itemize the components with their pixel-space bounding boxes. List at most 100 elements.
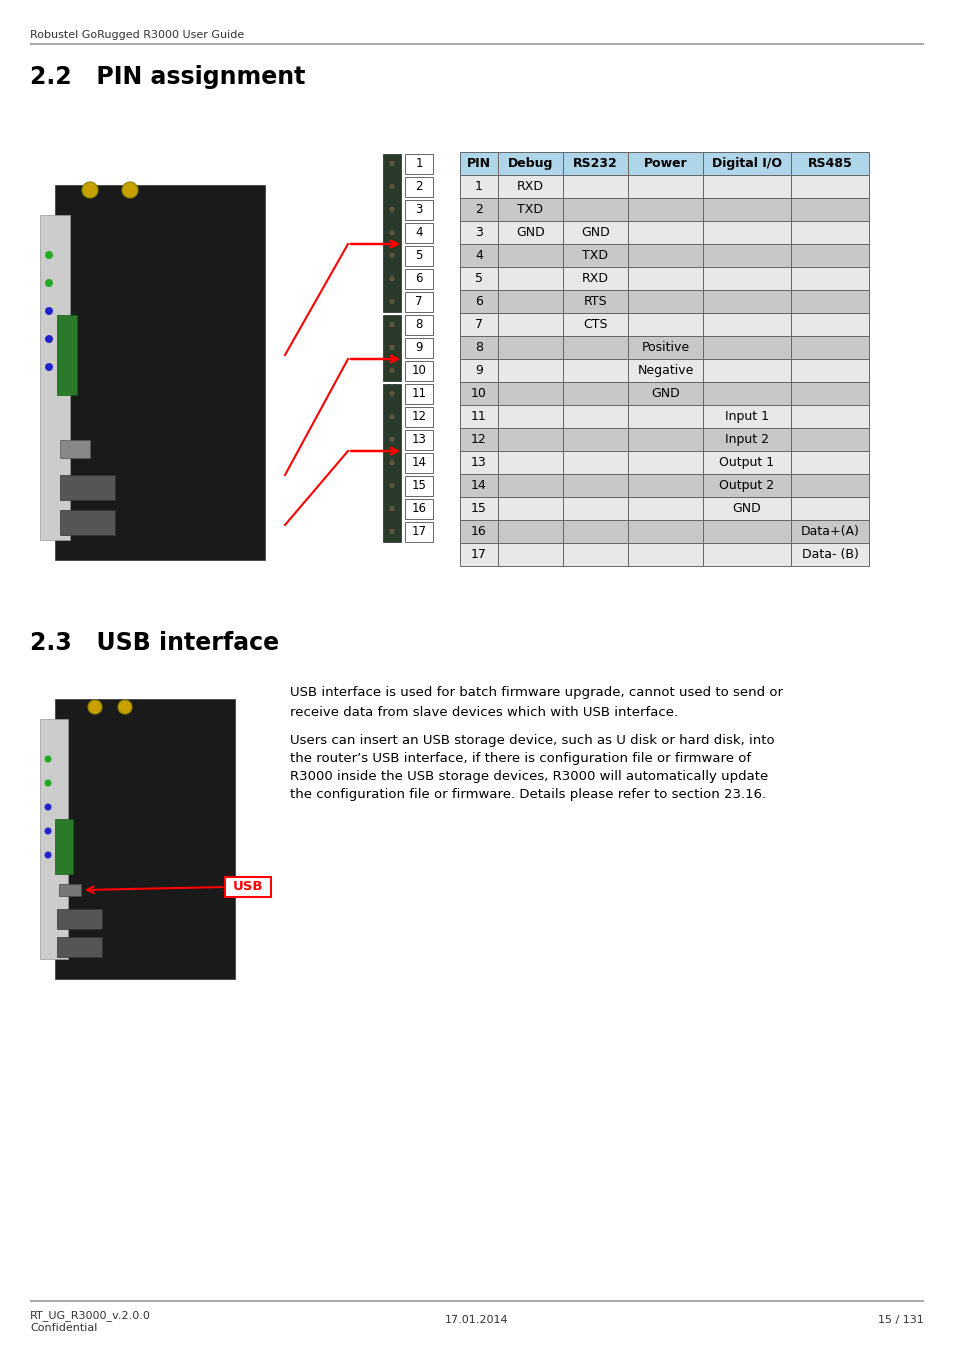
Text: 2.3   USB interface: 2.3 USB interface [30,630,279,655]
Circle shape [389,413,395,420]
Bar [405,292,433,312]
Bar [497,198,562,221]
Circle shape [118,701,132,714]
Bar [627,474,702,497]
Bar [459,336,497,359]
Text: RT_UG_R3000_v.2.0.0: RT_UG_R3000_v.2.0.0 [30,1310,151,1320]
Text: R3000 inside the USB storage devices, R3000 will automatically update: R3000 inside the USB storage devices, R3… [290,769,767,783]
Bar [405,315,433,335]
Bar [459,290,497,313]
Bar [497,382,562,405]
Text: 11: 11 [471,410,486,423]
Bar [497,313,562,336]
Text: the router’s USB interface, if there is configuration file or firmware of: the router’s USB interface, if there is … [290,752,750,765]
Text: 5: 5 [475,271,482,285]
Text: Input 2: Input 2 [724,433,768,446]
Bar [405,383,433,404]
Text: 1: 1 [415,157,422,170]
Circle shape [45,828,51,834]
Bar [30,43,923,45]
Text: 6: 6 [475,296,482,308]
Bar [562,221,627,244]
Text: Negative: Negative [637,364,693,377]
Text: USB interface is used for batch firmware upgrade, cannot used to send or: USB interface is used for batch firmware… [290,686,782,699]
Bar [497,153,562,176]
Text: RXD: RXD [581,271,608,285]
Bar [562,244,627,267]
Bar [35,155,294,570]
Text: 6: 6 [415,271,422,285]
Text: 2.2   PIN assignment: 2.2 PIN assignment [30,65,305,89]
Bar [702,336,790,359]
Bar [562,382,627,405]
Circle shape [45,306,53,315]
Text: 17: 17 [411,525,426,539]
Circle shape [389,482,395,489]
Circle shape [389,505,395,512]
Bar [459,497,497,520]
Bar [627,198,702,221]
Bar [459,543,497,566]
Text: RS485: RS485 [807,157,851,170]
Bar [459,451,497,474]
Text: Data- (B): Data- (B) [801,548,858,562]
Circle shape [389,344,395,351]
Text: 3: 3 [415,202,422,216]
Bar [497,267,562,290]
Text: 12: 12 [471,433,486,446]
Bar [40,215,70,540]
Bar [702,153,790,176]
Bar [562,267,627,290]
Text: 12: 12 [411,410,426,423]
Bar [405,338,433,358]
Bar [702,198,790,221]
Bar [562,290,627,313]
Bar [405,360,433,381]
Text: receive data from slave devices which with USB interface.: receive data from slave devices which wi… [290,706,678,720]
Bar [405,452,433,472]
Bar [627,382,702,405]
Bar [790,267,868,290]
Text: Data+(A): Data+(A) [800,525,859,539]
Circle shape [389,275,395,282]
Text: 3: 3 [475,225,482,239]
Circle shape [389,207,395,212]
Bar [562,176,627,198]
Text: 14: 14 [471,479,486,491]
Bar [405,406,433,427]
Text: GND: GND [651,387,679,400]
Bar [790,451,868,474]
Bar [627,267,702,290]
Bar [790,290,868,313]
Bar [562,359,627,382]
Bar [790,543,868,566]
Text: 17: 17 [471,548,486,562]
Bar [497,405,562,428]
Bar [627,451,702,474]
Bar [459,382,497,405]
Bar [702,244,790,267]
Text: RTS: RTS [583,296,607,308]
Bar [459,428,497,451]
Bar [702,176,790,198]
Text: 15 / 131: 15 / 131 [878,1315,923,1324]
Text: 14: 14 [411,456,426,468]
Bar [35,679,260,990]
Bar [382,315,400,381]
Circle shape [45,363,53,371]
Text: 1: 1 [475,180,482,193]
Bar [459,244,497,267]
Bar [497,336,562,359]
Text: 10: 10 [471,387,486,400]
Text: 2: 2 [415,180,422,193]
Bar [702,520,790,543]
Text: Digital I/O: Digital I/O [711,157,781,170]
Bar [405,498,433,518]
Text: Robustel GoRugged R3000 User Guide: Robustel GoRugged R3000 User Guide [30,30,244,40]
Bar [497,474,562,497]
Bar [702,313,790,336]
Text: 13: 13 [471,456,486,468]
Circle shape [45,803,51,810]
Bar [497,428,562,451]
Bar [790,474,868,497]
